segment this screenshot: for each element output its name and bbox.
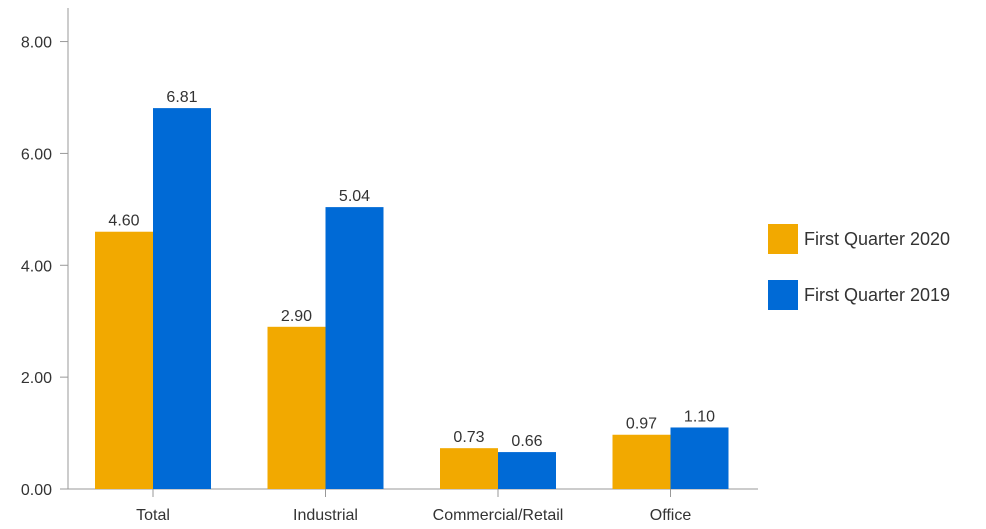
labels: Total 4.60 6.81 Industrial 2.90 5.04 Commercia… bbox=[108, 89, 715, 524]
bar-data-label: 1.10 bbox=[684, 408, 715, 425]
bar-data-label: 2.90 bbox=[281, 308, 312, 325]
y-tick-label: 0.00 bbox=[21, 482, 52, 499]
legend-label: First Quarter 2019 bbox=[804, 285, 950, 305]
bar bbox=[440, 448, 498, 489]
bar-data-label: 6.81 bbox=[166, 89, 197, 106]
y-tick-label: 4.00 bbox=[21, 258, 52, 275]
bar-data-label: 4.60 bbox=[108, 213, 139, 230]
bars bbox=[95, 108, 729, 490]
legend-swatch bbox=[768, 280, 798, 310]
bar-data-label: 0.66 bbox=[511, 433, 542, 450]
legend-label: First Quarter 2020 bbox=[804, 229, 950, 249]
x-tick-label: Total bbox=[136, 507, 170, 524]
y-tick-label: 2.00 bbox=[21, 370, 52, 387]
bar bbox=[95, 231, 153, 489]
legend-swatch bbox=[768, 224, 798, 254]
bar bbox=[267, 326, 326, 489]
bar-data-label: 0.97 bbox=[626, 416, 657, 433]
y-tick-label: 8.00 bbox=[21, 35, 52, 52]
x-tick-label: Commercial/Retail bbox=[433, 507, 564, 524]
bar-data-label: 0.73 bbox=[453, 429, 484, 446]
bar-data-label: 5.04 bbox=[339, 188, 370, 205]
bar bbox=[325, 207, 384, 489]
x-tick-label: Office bbox=[650, 507, 692, 524]
bar bbox=[153, 108, 211, 490]
bar bbox=[670, 427, 729, 489]
legend: First Quarter 2020 First Quarter 2019 bbox=[768, 224, 950, 310]
x-tick-label: Industrial bbox=[293, 507, 358, 524]
bar bbox=[498, 452, 556, 489]
bar bbox=[612, 434, 671, 489]
y-tick-label: 6.00 bbox=[21, 146, 52, 163]
